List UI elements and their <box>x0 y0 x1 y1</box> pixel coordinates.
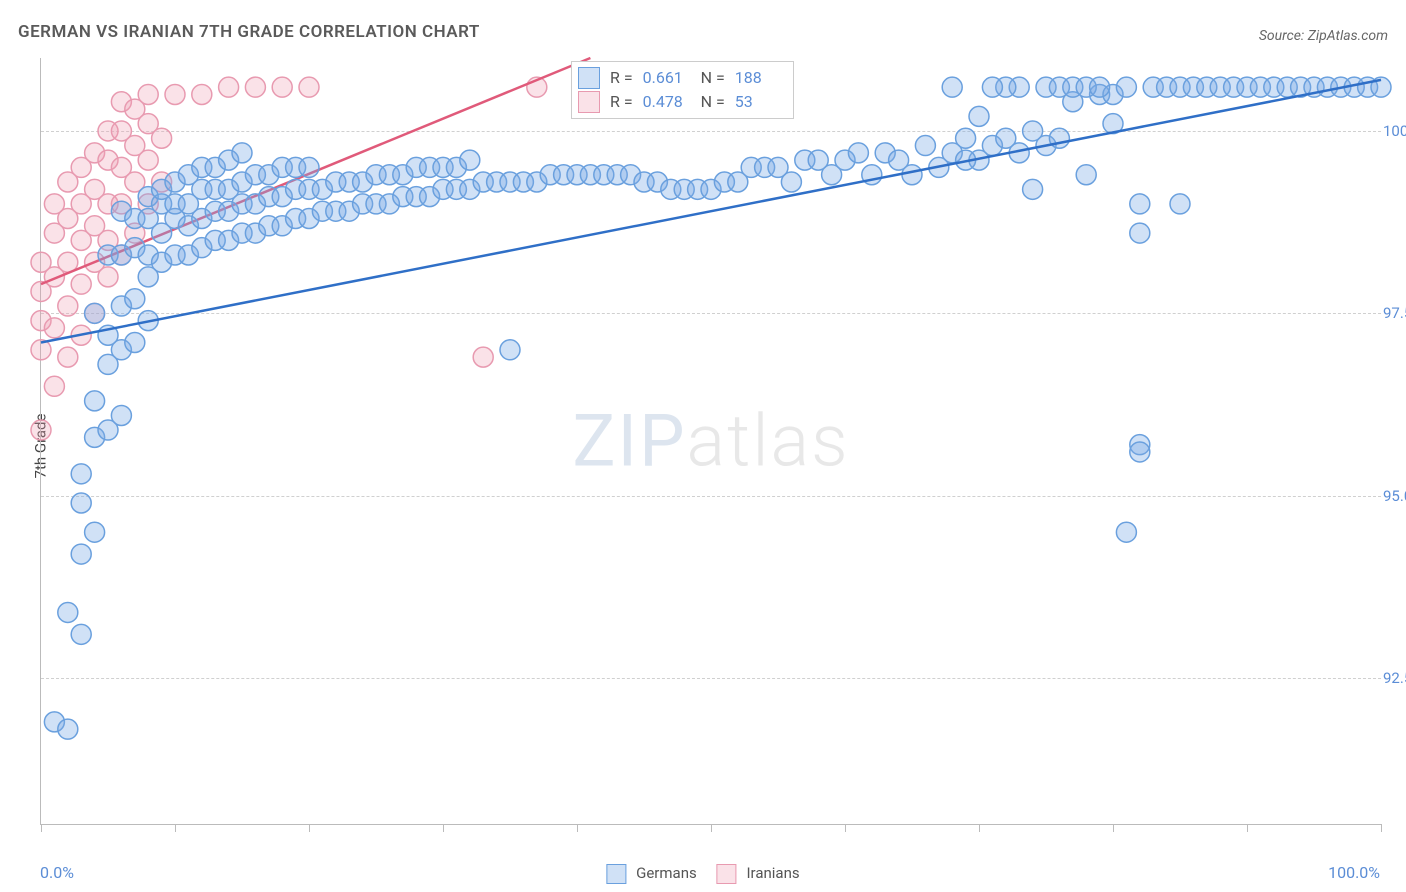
germans-point <box>58 602 78 622</box>
y-tick-label: 95.0% <box>1383 487 1406 505</box>
x-tick <box>175 824 176 832</box>
germans-point <box>1116 77 1136 97</box>
x-tick <box>443 824 444 832</box>
iranians-point <box>138 150 158 170</box>
legend-swatch-iranians <box>578 91 600 113</box>
series-legend: Germans Iranians <box>606 864 799 884</box>
germans-point <box>982 77 1002 97</box>
iranians-point <box>473 347 493 367</box>
iranians-point <box>71 274 91 294</box>
iranians-point <box>31 340 51 360</box>
germans-point <box>969 106 989 126</box>
germans-point <box>1130 194 1150 214</box>
germans-point <box>1116 522 1136 542</box>
x-tick <box>309 824 310 832</box>
x-tick <box>1113 824 1114 832</box>
iranians-point <box>219 77 239 97</box>
x-tick <box>41 824 42 832</box>
iranians-point <box>152 128 172 148</box>
legend-row-iranians: R = 0.478 N = 53 <box>578 90 783 114</box>
germans-point <box>902 165 922 185</box>
legend-swatch-germans-icon <box>606 864 626 884</box>
iranians-point <box>44 376 64 396</box>
plot-area: 92.5%95.0%97.5%100.0% ZIPatlas R = 0.661… <box>40 58 1381 825</box>
germans-point <box>1130 442 1150 462</box>
y-tick-label: 92.5% <box>1383 669 1406 687</box>
germans-point <box>71 544 91 564</box>
germans-point <box>111 405 131 425</box>
germans-point <box>1170 194 1190 214</box>
x-tick <box>845 824 846 832</box>
germans-point <box>85 391 105 411</box>
iranians-point <box>138 84 158 104</box>
iranians-point <box>272 77 292 97</box>
legend-item-iranians: Iranians <box>717 864 800 884</box>
chart-container: GERMAN VS IRANIAN 7TH GRADE CORRELATION … <box>0 0 1406 892</box>
x-axis-min-label: 0.0% <box>40 863 74 882</box>
x-tick <box>577 824 578 832</box>
iranians-point <box>31 420 51 440</box>
iranians-point <box>192 84 212 104</box>
germans-point <box>85 522 105 542</box>
chart-title: GERMAN VS IRANIAN 7TH GRADE CORRELATION … <box>18 22 480 42</box>
iranians-point <box>299 77 319 97</box>
germans-point <box>915 136 935 156</box>
germans-point <box>71 464 91 484</box>
germans-point <box>848 143 868 163</box>
iranians-point <box>58 347 78 367</box>
scatter-svg <box>41 58 1381 824</box>
germans-point <box>232 143 252 163</box>
germans-point <box>500 340 520 360</box>
germans-point <box>85 303 105 323</box>
iranians-point <box>165 84 185 104</box>
x-tick <box>1381 824 1382 832</box>
x-tick <box>1247 824 1248 832</box>
iranians-point <box>44 318 64 338</box>
germans-point <box>299 157 319 177</box>
germans-point <box>1130 223 1150 243</box>
iranians-point <box>98 267 118 287</box>
germans-point <box>125 289 145 309</box>
germans-point <box>1090 77 1110 97</box>
y-tick-label: 97.5% <box>1383 304 1406 322</box>
germans-point <box>942 77 962 97</box>
germans-point <box>460 150 480 170</box>
germans-point <box>71 493 91 513</box>
x-tick <box>711 824 712 832</box>
germans-point <box>71 624 91 644</box>
correlation-legend: R = 0.661 N = 188 R = 0.478 N = 53 <box>571 61 794 119</box>
legend-item-germans: Germans <box>606 864 696 884</box>
germans-point <box>1076 165 1096 185</box>
x-tick <box>979 824 980 832</box>
source-attribution: Source: ZipAtlas.com <box>1259 28 1388 44</box>
iranians-point <box>245 77 265 97</box>
legend-swatch-iranians-icon <box>717 864 737 884</box>
germans-point <box>1023 179 1043 199</box>
germans-point <box>125 333 145 353</box>
germans-point <box>58 719 78 739</box>
x-axis-max-label: 100.0% <box>1328 863 1380 882</box>
iranians-point <box>58 296 78 316</box>
legend-row-germans: R = 0.661 N = 188 <box>578 66 783 90</box>
legend-swatch-germans <box>578 67 600 89</box>
y-tick-label: 100.0% <box>1383 122 1406 140</box>
germans-point <box>956 128 976 148</box>
germans-point <box>781 172 801 192</box>
